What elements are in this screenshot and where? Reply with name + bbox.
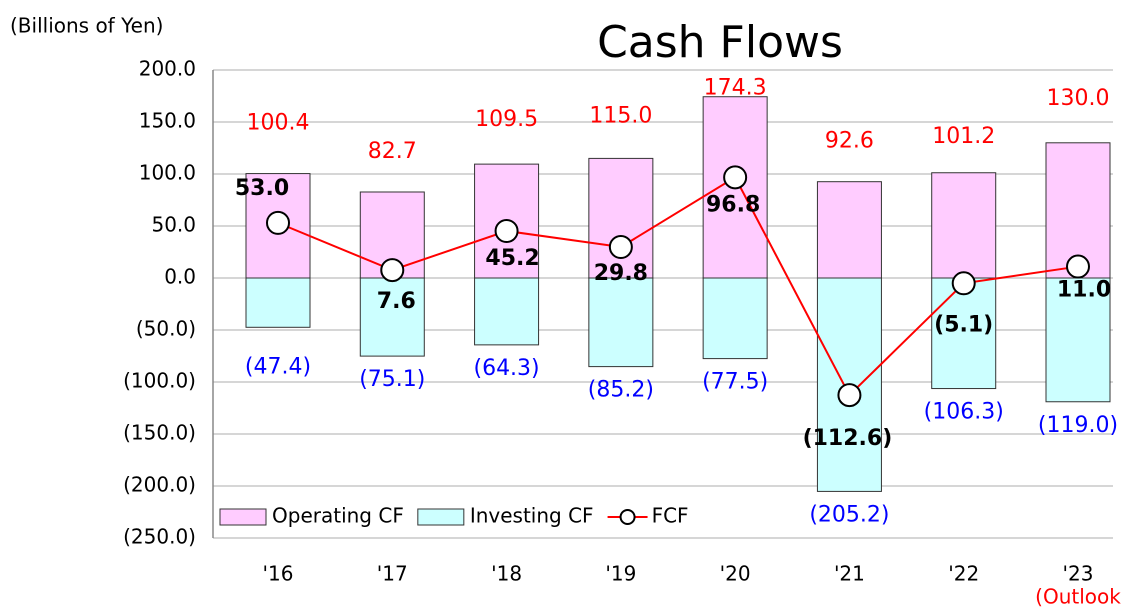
data-label: 100.4 bbox=[247, 111, 310, 136]
data-label: (77.5) bbox=[702, 370, 768, 395]
data-label: 29.8 bbox=[594, 261, 648, 286]
data-label: (5.1) bbox=[934, 312, 993, 337]
legend-label: FCF bbox=[652, 504, 689, 528]
data-label: 45.2 bbox=[485, 246, 539, 271]
data-label: (75.1) bbox=[359, 367, 425, 392]
marker bbox=[608, 235, 633, 260]
legend-swatch bbox=[219, 508, 267, 526]
x-tick-label: '19 bbox=[605, 562, 636, 586]
y-tick-label: 200.0 bbox=[139, 57, 196, 81]
x-tick-label: '20 bbox=[720, 562, 751, 586]
x-tick-label: '16 bbox=[263, 562, 294, 586]
data-label: (64.3) bbox=[473, 356, 539, 381]
marker bbox=[1066, 254, 1090, 279]
y-tick-label: (50.0) bbox=[136, 317, 196, 341]
data-label: 130.0 bbox=[1047, 86, 1110, 111]
x-tick-label: '17 bbox=[377, 562, 408, 586]
bar bbox=[1045, 277, 1111, 403]
legend-label: Investing CF bbox=[470, 504, 594, 528]
marker bbox=[837, 383, 862, 408]
marker bbox=[380, 258, 405, 283]
data-label: 115.0 bbox=[589, 103, 652, 128]
x-tick-label: '23 bbox=[1063, 562, 1094, 586]
data-label: 101.2 bbox=[932, 124, 995, 149]
bar bbox=[588, 277, 654, 368]
y-tick-label: 150.0 bbox=[139, 109, 196, 133]
bar bbox=[474, 277, 540, 346]
y-tick-label: 50.0 bbox=[151, 213, 196, 237]
data-label: 53.0 bbox=[235, 176, 289, 201]
bar bbox=[702, 277, 768, 360]
data-label: (85.2) bbox=[588, 378, 654, 403]
data-label: (106.3) bbox=[924, 400, 1004, 425]
y-tick-label: (250.0) bbox=[123, 525, 196, 549]
data-label: (119.0) bbox=[1038, 413, 1118, 438]
x-tick-label: '22 bbox=[948, 562, 979, 586]
bar bbox=[931, 172, 997, 279]
y-axis-label: (Billions of Yen) bbox=[10, 14, 163, 38]
data-label: 96.8 bbox=[706, 192, 760, 217]
bar bbox=[931, 277, 997, 390]
y-tick-label: (100.0) bbox=[123, 369, 196, 393]
y-tick-label: 100.0 bbox=[139, 161, 196, 185]
bar bbox=[816, 181, 882, 279]
legend-label: Operating CF bbox=[272, 504, 404, 528]
marker bbox=[266, 210, 290, 235]
marker bbox=[494, 218, 519, 243]
marker bbox=[723, 165, 748, 190]
y-tick-label: (200.0) bbox=[123, 473, 196, 497]
legend-swatch bbox=[417, 508, 465, 526]
chart-title: Cash Flows bbox=[597, 17, 843, 68]
x-tick-label: '18 bbox=[491, 562, 522, 586]
y-tick-label: (150.0) bbox=[123, 421, 196, 445]
data-label: 82.7 bbox=[368, 139, 417, 164]
annotation: (Outlook bbox=[1035, 585, 1121, 609]
legend-swatch bbox=[619, 509, 636, 525]
y-tick-label: 0.0 bbox=[164, 265, 196, 289]
data-label: (112.6) bbox=[803, 426, 893, 451]
data-label: 11.0 bbox=[1057, 278, 1111, 303]
x-tick-label: '21 bbox=[834, 562, 865, 586]
data-label: 7.6 bbox=[377, 289, 416, 314]
line bbox=[277, 175, 1079, 397]
data-label: (47.4) bbox=[245, 354, 311, 379]
data-label: 92.6 bbox=[825, 129, 874, 154]
marker bbox=[951, 271, 976, 296]
data-label: 174.3 bbox=[704, 76, 767, 101]
data-label: (205.2) bbox=[809, 502, 889, 527]
bar bbox=[245, 277, 311, 328]
data-label: 109.5 bbox=[475, 107, 538, 132]
